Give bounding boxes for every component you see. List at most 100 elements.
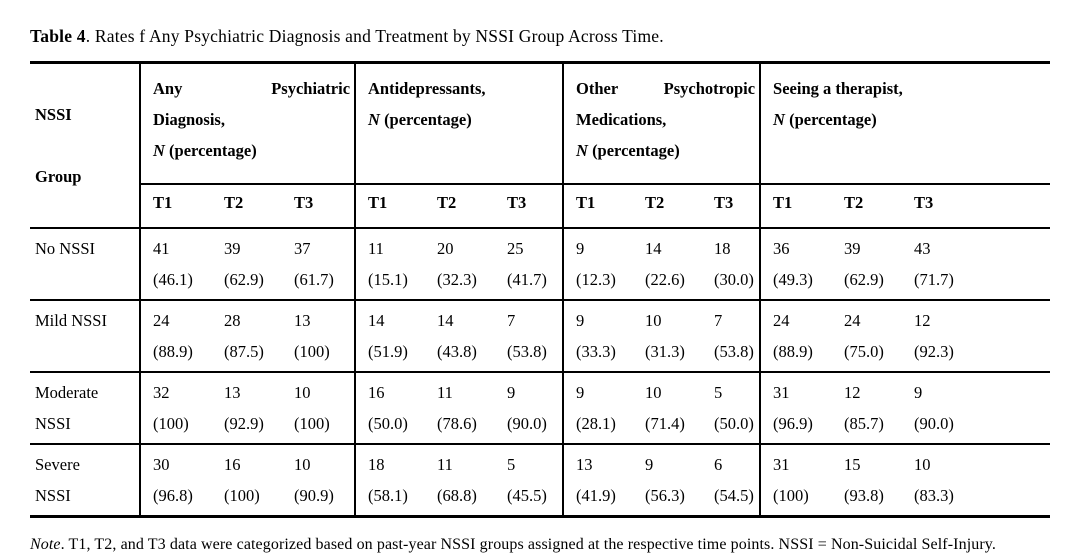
cell-r3-c5: 5 (45.5) — [495, 444, 563, 517]
cell-percentage: (41.9) — [576, 486, 616, 505]
cell-count: 10 — [914, 455, 931, 474]
cell-count: 13 — [294, 311, 311, 330]
cell-percentage: (71.4) — [645, 414, 685, 433]
cell-percentage: (28.1) — [576, 414, 616, 433]
cell-count: 24 — [844, 311, 861, 330]
cell-count: 12 — [914, 311, 931, 330]
cell-r0-c5: 25 (41.7) — [495, 228, 564, 301]
cell-percentage: (100) — [294, 342, 330, 361]
row-header-nssi-group: NSSI Group — [30, 62, 140, 229]
cell-count: 9 — [576, 383, 585, 402]
column-group-seeing-a-therapist: Seeing a therapist, N (percentage) — [759, 62, 1051, 186]
cell-count: 13 — [576, 455, 593, 474]
time-point-header: T3 — [282, 184, 356, 229]
cell-r0-c10: 39 (62.9) — [832, 228, 903, 301]
cell-r2-c7: 10 (71.4) — [633, 372, 703, 445]
cell-count: 9 — [645, 455, 654, 474]
table-caption: Table 4. Rates f Any Psychiatric Diagnos… — [30, 24, 1050, 48]
group4-title-line1: Seeing a therapist, — [773, 79, 903, 98]
cell-percentage: (58.1) — [368, 486, 408, 505]
cell-r1-c2: 13 (100) — [282, 300, 356, 373]
cell-r2-c3: 16 (50.0) — [354, 372, 426, 445]
cell-count: 16 — [224, 455, 241, 474]
cell-r3-c6: 13 (41.9) — [562, 444, 634, 517]
time-point-header: T1 — [139, 184, 212, 229]
column-group-antidepressants: Antidepressants, N (percentage) — [354, 62, 564, 186]
cell-percentage: (15.1) — [368, 270, 408, 289]
cell-r2-c10: 12 (85.7) — [832, 372, 903, 445]
cell-percentage: (88.9) — [773, 342, 813, 361]
psychiatric-diagnosis-table: NSSI Group Any Psychiatric Diagnosis, N (… — [30, 61, 1051, 518]
cell-r1-c3: 14 (51.9) — [354, 300, 426, 373]
cell-percentage: (71.7) — [914, 270, 954, 289]
cell-count: 13 — [224, 383, 241, 402]
cell-count: 5 — [714, 383, 723, 402]
cell-r3-c11: 10 (83.3) — [902, 444, 1050, 517]
note-label: Note — [30, 536, 61, 553]
time-point-header: T3 — [495, 184, 564, 229]
time-point-header: T1 — [759, 184, 833, 229]
cell-r3-c9: 31 (100) — [759, 444, 833, 517]
corner-line1: NSSI — [35, 105, 72, 124]
cell-percentage: (96.9) — [773, 414, 813, 433]
table-note: Note. T1, T2, and T3 data were categoriz… — [30, 529, 1050, 559]
cell-count: 25 — [507, 239, 524, 258]
cell-percentage: (50.0) — [368, 414, 408, 433]
cell-count: 30 — [153, 455, 170, 474]
cell-count: 14 — [437, 311, 454, 330]
cell-percentage: (75.0) — [844, 342, 884, 361]
cell-r0-c3: 11 (15.1) — [354, 228, 426, 301]
cell-r2-c2: 10 (100) — [282, 372, 356, 445]
cell-count: 41 — [153, 239, 170, 258]
cell-percentage: (88.9) — [153, 342, 193, 361]
cell-count: 11 — [437, 455, 453, 474]
cell-count: 31 — [773, 455, 790, 474]
cell-r3-c10: 15 (93.8) — [832, 444, 902, 517]
cell-r2-c6: 9 (28.1) — [562, 372, 634, 445]
time-point-header: T2 — [212, 184, 282, 229]
cell-count: 7 — [714, 311, 723, 330]
cell-r0-c1: 39 (62.9) — [212, 228, 282, 301]
cell-count: 9 — [914, 383, 923, 402]
row-label: No NSSI — [30, 228, 140, 301]
cell-percentage: (96.8) — [153, 486, 193, 505]
cell-percentage: (50.0) — [714, 414, 754, 433]
cell-count: 6 — [714, 455, 723, 474]
cell-r2-c8: 5 (50.0) — [702, 372, 761, 445]
table-row: Mild NSSI 24 (88.9) 28 (87.5) 13 (100) 14 (51.9)… — [30, 300, 1051, 373]
cell-percentage: (45.5) — [507, 486, 547, 505]
cell-count: 12 — [844, 383, 861, 402]
cell-count: 16 — [368, 383, 385, 402]
table-row: Severe NSSI 30 (96.8) 16 (100) 10 (90.9) 18 (58.… — [30, 444, 1050, 517]
cell-r1-c9: 24 (88.9) — [759, 300, 833, 373]
cell-percentage: (100) — [153, 414, 189, 433]
cell-percentage: (62.9) — [224, 270, 264, 289]
cell-percentage: (78.6) — [437, 414, 477, 433]
cell-count: 11 — [437, 383, 453, 402]
cell-count: 14 — [368, 311, 385, 330]
note-text: . T1, T2, and T3 data were categorized b… — [60, 536, 996, 553]
cell-percentage: (41.7) — [507, 270, 547, 289]
group1-title-line2: Diagnosis, — [153, 110, 225, 129]
cell-r3-c1: 16 (100) — [212, 444, 282, 517]
time-point-header: T1 — [562, 184, 634, 229]
time-point-header: T1 — [354, 184, 426, 229]
cell-r1-c8: 7 (53.8) — [702, 300, 761, 373]
cell-percentage: (100) — [294, 414, 330, 433]
group3-title-line2: Medications, — [576, 110, 667, 129]
cell-r1-c11: 12 (92.3) — [902, 300, 1051, 373]
cell-percentage: (62.9) — [844, 270, 884, 289]
cell-percentage: (22.6) — [645, 270, 685, 289]
cell-count: 9 — [576, 239, 585, 258]
cell-count: 37 — [294, 239, 311, 258]
cell-r2-c9: 31 (96.9) — [759, 372, 833, 445]
cell-r3-c2: 10 (90.9) — [282, 444, 355, 517]
cell-count: 5 — [507, 455, 516, 474]
cell-percentage: (87.5) — [224, 342, 264, 361]
cell-percentage: (56.3) — [645, 486, 685, 505]
cell-r3-c4: 11 (68.8) — [425, 444, 495, 517]
cell-count: 10 — [294, 383, 311, 402]
group3-n-label: N (percentage) — [576, 141, 680, 160]
group1-title-line1: Any Psychiatric — [153, 79, 351, 98]
table-caption-number: Table 4 — [30, 26, 86, 46]
